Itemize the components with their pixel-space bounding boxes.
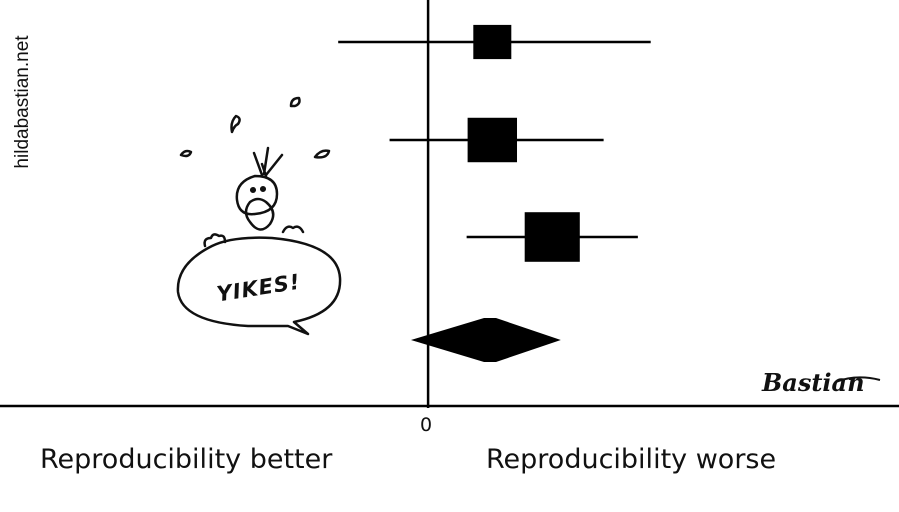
signature-flourish [835, 376, 881, 383]
zero-tick-label: 0 [420, 414, 432, 436]
bird-eye [259, 185, 267, 193]
bird-mouth [244, 197, 275, 231]
artist-signature: Bastian [761, 368, 865, 397]
right-direction-label: Reproducibility worse [486, 444, 777, 475]
speech-bubble [176, 236, 342, 336]
study-point-3 [524, 212, 580, 262]
bird-hand [203, 233, 227, 248]
bird-hand [281, 225, 305, 234]
sweat-drop [313, 149, 331, 159]
pooled-diamond [410, 318, 561, 362]
sweat-drop [179, 149, 193, 158]
left-direction-label: Reproducibility better [40, 444, 333, 475]
site-credit: hildabastian.net [12, 35, 33, 169]
plot-layer [0, 0, 899, 408]
sweat-drop [289, 96, 301, 108]
bird-eye [249, 186, 257, 194]
cartoon-bird-drawing [176, 96, 342, 336]
speech-text: YIKES! [215, 270, 302, 307]
study-point-1 [473, 24, 512, 60]
sweat-drop [230, 114, 241, 134]
bird-head [235, 174, 279, 216]
hair-tuft [252, 146, 284, 178]
study-point-2 [467, 117, 518, 163]
